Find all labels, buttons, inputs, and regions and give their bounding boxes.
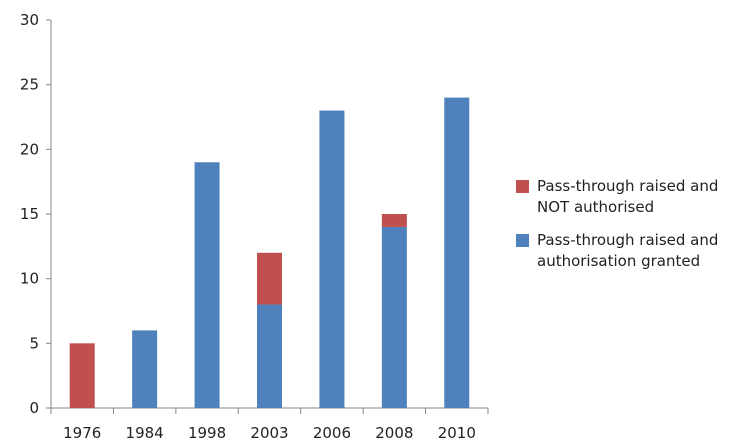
bar-1976-series-1	[69, 343, 95, 408]
bar-1984-series-0	[132, 330, 158, 408]
legend-item-authorised: Pass-through raised and authorisation gr…	[516, 230, 748, 272]
y-tick-label: 10	[20, 270, 39, 288]
legend-swatch-not-authorised	[516, 180, 529, 193]
legend: Pass-through raised and NOT authorised P…	[516, 176, 748, 284]
x-tick-label: 2008	[375, 424, 413, 442]
y-tick-label: 20	[20, 140, 39, 158]
x-tick-label: 2010	[438, 424, 476, 442]
bars	[69, 97, 470, 409]
y-tick-label: 25	[20, 76, 39, 94]
bar-2008-series-1	[381, 214, 407, 227]
x-tick-label: 1998	[188, 424, 226, 442]
bar-2010-series-0	[444, 97, 470, 408]
legend-item-not-authorised: Pass-through raised and NOT authorised	[516, 176, 748, 218]
bar-2003-series-1	[257, 252, 282, 305]
y-tick-label: 15	[20, 205, 39, 223]
legend-label-authorised: Pass-through raised and authorisation gr…	[537, 231, 719, 270]
x-tick-label: 1976	[63, 424, 101, 442]
y-tick-label: 30	[20, 11, 39, 29]
x-axis: 1976 1984 1998 2003 2006 2008 2010	[50, 407, 489, 442]
bar-2003-series-0	[257, 304, 282, 408]
y-tick-label: 5	[29, 334, 39, 352]
bar-2006-series-0	[319, 110, 345, 409]
x-tick-label: 2006	[313, 424, 351, 442]
y-axis: 0 5 10 15 20 25 30	[20, 11, 52, 417]
bar-2008-series-0	[381, 226, 407, 408]
bar-1998-series-0	[194, 162, 220, 408]
legend-label-not-authorised: Pass-through raised and NOT authorised	[537, 177, 719, 216]
legend-swatch-authorised	[516, 234, 529, 247]
y-tick-label: 0	[29, 399, 39, 417]
x-tick-label: 1984	[126, 424, 164, 442]
x-tick-label: 2003	[250, 424, 288, 442]
